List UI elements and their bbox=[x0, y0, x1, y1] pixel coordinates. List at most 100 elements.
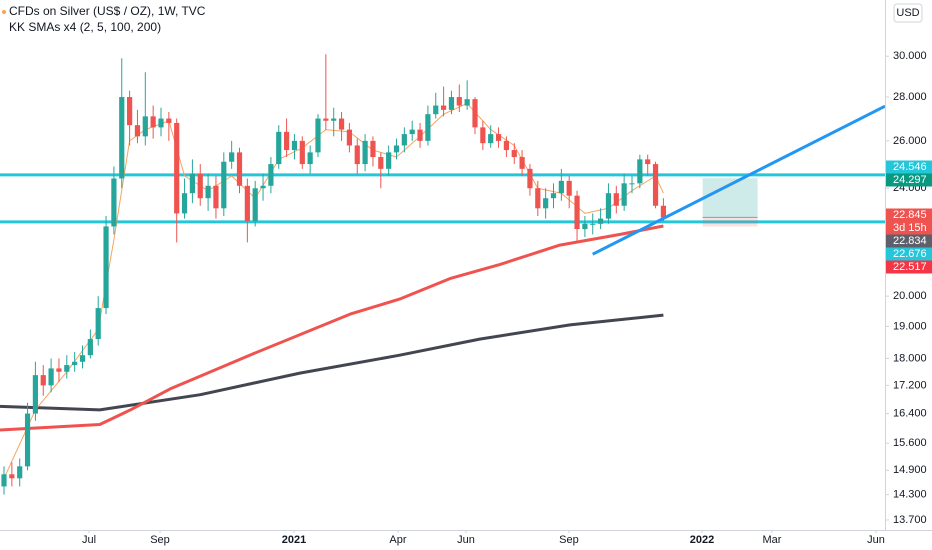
chart-title: CFDs on Silver (US$ / OZ), 1W, TVC bbox=[9, 4, 206, 18]
y-tick-label: 28.000 bbox=[893, 91, 927, 103]
candle-body bbox=[236, 152, 243, 186]
price-label: 22.845 bbox=[893, 209, 927, 221]
price-label-box bbox=[886, 208, 932, 222]
candle-body bbox=[401, 134, 407, 146]
candle-body bbox=[197, 173, 203, 199]
candle-body bbox=[229, 152, 235, 162]
price-label-box bbox=[886, 247, 932, 261]
candle-body bbox=[276, 131, 282, 165]
candle-body bbox=[181, 193, 188, 214]
x-tick-label: Apr bbox=[389, 534, 406, 546]
candle-body bbox=[260, 185, 266, 189]
moving-average bbox=[3, 102, 664, 479]
candle-body bbox=[535, 188, 541, 209]
price-label: 22.676 bbox=[893, 248, 927, 260]
candle-body bbox=[158, 118, 164, 128]
candle-body bbox=[597, 218, 604, 224]
candle-body bbox=[252, 188, 258, 222]
candle-body bbox=[660, 205, 666, 218]
candle-body bbox=[323, 118, 329, 121]
candle-body bbox=[9, 474, 15, 479]
candle-body bbox=[409, 129, 415, 135]
trendline bbox=[592, 104, 886, 256]
candle-body bbox=[417, 129, 423, 141]
price-label: 24.297 bbox=[893, 174, 927, 186]
candle-body bbox=[480, 127, 486, 144]
candle-body bbox=[519, 157, 525, 169]
candle-body bbox=[87, 339, 93, 356]
price-label: 22.834 bbox=[893, 235, 927, 247]
y-tick-label: 30.000 bbox=[893, 50, 927, 62]
candle-body bbox=[24, 413, 31, 467]
currency-box[interactable] bbox=[893, 3, 923, 23]
y-tick-label: 14.900 bbox=[893, 464, 927, 476]
candle-body bbox=[386, 152, 392, 169]
candle-body bbox=[354, 145, 360, 165]
candle-body bbox=[150, 116, 156, 128]
x-tick-label: Jul bbox=[82, 534, 96, 546]
candle-body bbox=[527, 168, 533, 189]
candle-body bbox=[456, 97, 462, 106]
candle-body bbox=[637, 159, 643, 184]
moving-average bbox=[0, 224, 664, 432]
candle-body bbox=[652, 164, 659, 206]
candle-body bbox=[142, 116, 148, 137]
y-tick-label: 20.000 bbox=[893, 290, 927, 302]
plot-area bbox=[0, 54, 886, 495]
candle-body bbox=[284, 131, 290, 151]
candle-body bbox=[425, 114, 431, 141]
candle-body bbox=[346, 129, 352, 146]
price-label: 3d 15h bbox=[893, 222, 927, 234]
candle-body bbox=[550, 193, 557, 199]
candle-body bbox=[166, 118, 172, 123]
x-tick-label: Jun bbox=[867, 534, 885, 546]
candle-body bbox=[566, 180, 572, 196]
candle-body bbox=[79, 355, 86, 362]
candle-body bbox=[111, 178, 117, 227]
candle-body bbox=[315, 118, 321, 153]
candle-body bbox=[605, 193, 612, 219]
y-tick-label: 26.000 bbox=[893, 135, 927, 147]
legend-dot bbox=[2, 10, 6, 14]
price-label-box bbox=[886, 221, 932, 235]
candle-body bbox=[574, 195, 580, 230]
price-label: 22.517 bbox=[893, 261, 927, 273]
candle-body bbox=[645, 159, 651, 165]
x-tick-label: Sep bbox=[559, 534, 579, 546]
chart-subtitle: KK SMAs x4 (2, 5, 100, 200) bbox=[9, 20, 161, 34]
candle-body bbox=[464, 99, 470, 106]
x-tick-label: Jun bbox=[457, 534, 475, 546]
candle-body bbox=[495, 134, 502, 141]
candle-body bbox=[127, 97, 133, 126]
y-tick-label: 13.700 bbox=[893, 514, 927, 526]
price-label-box bbox=[886, 234, 932, 248]
candle-body bbox=[558, 180, 564, 194]
candle-body bbox=[338, 118, 345, 130]
y-tick-label: 18.000 bbox=[893, 352, 927, 364]
candle-body bbox=[103, 226, 109, 309]
currency: USD bbox=[896, 7, 919, 19]
candle-body bbox=[503, 140, 509, 151]
y-tick-label: 17.200 bbox=[893, 379, 927, 391]
candle-body bbox=[95, 308, 101, 340]
candle-body bbox=[56, 368, 62, 372]
candle-body bbox=[472, 99, 478, 128]
candle-body bbox=[629, 183, 635, 185]
candle-body bbox=[119, 97, 125, 179]
candle-body bbox=[17, 466, 23, 479]
candle-body bbox=[134, 125, 141, 137]
candle-body bbox=[621, 183, 627, 206]
candle-body bbox=[440, 105, 447, 110]
candle-body bbox=[511, 150, 517, 158]
candle-body bbox=[72, 361, 78, 366]
candle-body bbox=[189, 173, 196, 194]
candle-body bbox=[64, 365, 70, 372]
candle-body bbox=[213, 185, 219, 209]
y-tick-label: 19.000 bbox=[893, 320, 927, 332]
candle-body bbox=[448, 97, 455, 110]
candle-body bbox=[613, 193, 619, 206]
candle-body bbox=[32, 375, 39, 414]
position-stop bbox=[702, 217, 758, 227]
candle-body bbox=[590, 223, 596, 225]
